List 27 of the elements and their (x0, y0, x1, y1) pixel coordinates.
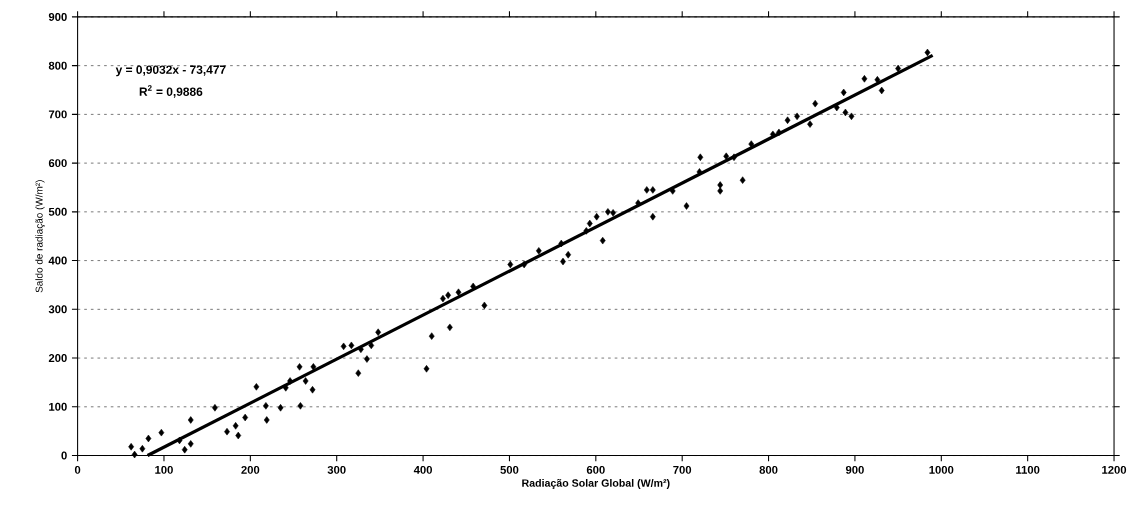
annotation: R$^{2}$ = 0,9886 (139, 85, 203, 98)
x-tick-label: 800 (759, 465, 778, 474)
x-tick-label: 200 (241, 465, 260, 474)
x-tick-label: 900 (845, 465, 864, 474)
y-tick-label: 200 (48, 353, 67, 362)
x-tick-label: 0 (74, 465, 81, 474)
x-tick-label: 300 (327, 465, 346, 474)
y-tick-label: 500 (48, 207, 67, 216)
y-tick-label: 300 (48, 305, 67, 314)
y-tick-label: 700 (48, 110, 67, 119)
y-tick-label: 800 (48, 61, 67, 70)
y-axis-title: Saldo de radiação (W/m²) (35, 180, 45, 293)
x-tick-label: 100 (155, 465, 173, 474)
y-tick-label: 100 (49, 402, 67, 411)
y-tick-label: 600 (48, 159, 67, 167)
x-tick-label: 700 (673, 465, 692, 474)
annotation: y = 0,9032x - 73,477 (115, 65, 226, 77)
y-tick-label: 900 (48, 12, 67, 21)
x-tick-label: 1200 (1102, 465, 1127, 474)
y-tick-label: 400 (48, 256, 67, 265)
x-tick-label: 600 (586, 465, 605, 474)
x-tick-label: 1000 (929, 465, 954, 474)
x-axis-title: Radiação Solar Global (W/m²) (522, 478, 670, 489)
x-tick-label: 400 (413, 465, 433, 474)
x-tick-label: 1100 (1016, 465, 1040, 474)
y-tick-label: 0 (61, 451, 67, 460)
x-tick-label: 500 (500, 465, 519, 474)
